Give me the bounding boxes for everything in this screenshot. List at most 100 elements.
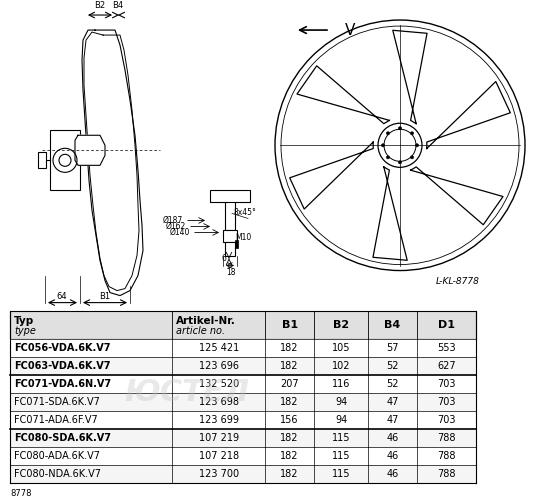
Bar — [10, 311, 476, 339]
Text: 46: 46 — [387, 469, 399, 479]
Polygon shape — [297, 66, 389, 124]
Circle shape — [399, 127, 402, 130]
Text: 132 520: 132 520 — [199, 379, 239, 389]
Text: article no.: article no. — [176, 326, 225, 336]
Text: 703: 703 — [437, 397, 456, 407]
Circle shape — [410, 132, 414, 135]
Text: 102: 102 — [332, 361, 350, 371]
Text: 182: 182 — [280, 469, 299, 479]
Text: FC080-SDA.6K.V7: FC080-SDA.6K.V7 — [14, 433, 111, 443]
Text: 125 421: 125 421 — [199, 343, 239, 353]
Text: 115: 115 — [332, 433, 350, 443]
Text: FC056-VDA.6K.V7: FC056-VDA.6K.V7 — [14, 343, 111, 353]
Text: 46: 46 — [387, 433, 399, 443]
Circle shape — [387, 156, 389, 159]
Text: 94: 94 — [335, 415, 347, 425]
Text: M10: M10 — [235, 233, 251, 242]
Polygon shape — [75, 135, 105, 165]
Text: 788: 788 — [437, 469, 456, 479]
Polygon shape — [82, 30, 143, 296]
Text: 788: 788 — [437, 433, 456, 443]
Text: FC071-SDA.6K.V7: FC071-SDA.6K.V7 — [14, 397, 100, 407]
Polygon shape — [411, 167, 503, 225]
Bar — [10, 447, 476, 465]
Text: Typ: Typ — [14, 316, 35, 326]
Bar — [10, 429, 476, 447]
Text: FC063-VDA.6K.V7: FC063-VDA.6K.V7 — [14, 361, 111, 371]
Text: 94: 94 — [335, 397, 347, 407]
Text: 64: 64 — [57, 292, 67, 301]
Text: FC080-NDA.6K.V7: FC080-NDA.6K.V7 — [14, 469, 101, 479]
Text: 182: 182 — [280, 361, 299, 371]
Bar — [212, 192, 248, 200]
Text: Ø187: Ø187 — [163, 216, 183, 225]
Text: 553: 553 — [437, 343, 456, 353]
Bar — [38, 152, 46, 168]
Text: B2: B2 — [95, 1, 106, 10]
Text: 8x45°: 8x45° — [233, 208, 256, 217]
Text: 47: 47 — [387, 397, 399, 407]
Text: 52: 52 — [386, 361, 399, 371]
Bar — [10, 339, 476, 357]
Text: Artikel-Nr.: Artikel-Nr. — [176, 316, 236, 326]
Bar — [225, 200, 235, 230]
Bar — [225, 242, 235, 256]
Circle shape — [384, 129, 416, 161]
Polygon shape — [373, 167, 407, 261]
Text: 46: 46 — [387, 451, 399, 461]
Text: FC071-ADA.6F.V7: FC071-ADA.6F.V7 — [14, 415, 98, 425]
Text: B1: B1 — [282, 320, 298, 330]
Text: FC071-VDA.6N.V7: FC071-VDA.6N.V7 — [14, 379, 112, 389]
Text: 123 696: 123 696 — [199, 361, 239, 371]
Text: ЮСТЕЛ: ЮСТЕЛ — [124, 378, 249, 407]
Bar — [223, 230, 237, 242]
Circle shape — [410, 156, 414, 159]
Bar — [10, 375, 476, 393]
Circle shape — [382, 144, 384, 147]
Text: B4: B4 — [112, 1, 124, 10]
Bar — [50, 130, 80, 190]
Text: 182: 182 — [280, 433, 299, 443]
Text: 107 218: 107 218 — [199, 451, 239, 461]
Polygon shape — [427, 82, 510, 148]
Text: 57: 57 — [386, 343, 399, 353]
Text: 182: 182 — [280, 397, 299, 407]
Text: 627: 627 — [437, 361, 456, 371]
Text: 116: 116 — [332, 379, 350, 389]
Text: 156: 156 — [280, 415, 299, 425]
Text: 182: 182 — [280, 451, 299, 461]
Text: 8778: 8778 — [10, 489, 32, 498]
Bar — [10, 411, 476, 429]
Text: D1: D1 — [438, 320, 455, 330]
Text: 107 219: 107 219 — [199, 433, 239, 443]
Text: type: type — [14, 326, 36, 336]
Text: V: V — [345, 23, 355, 38]
Polygon shape — [393, 30, 427, 124]
Text: 703: 703 — [437, 379, 456, 389]
Text: 105: 105 — [332, 343, 350, 353]
Text: 18: 18 — [226, 268, 236, 277]
Text: 52: 52 — [386, 379, 399, 389]
Bar — [10, 465, 476, 483]
Text: 123 698: 123 698 — [199, 397, 239, 407]
Text: 703: 703 — [437, 415, 456, 425]
Text: B4: B4 — [384, 320, 401, 330]
Circle shape — [387, 132, 389, 135]
Circle shape — [378, 123, 422, 167]
Bar — [235, 240, 238, 248]
Bar — [10, 393, 476, 411]
Text: 115: 115 — [332, 451, 350, 461]
Text: B1: B1 — [100, 292, 111, 301]
Text: Ø140: Ø140 — [169, 228, 190, 237]
Circle shape — [399, 161, 402, 164]
Text: 207: 207 — [280, 379, 299, 389]
Text: B2: B2 — [333, 320, 349, 330]
Circle shape — [415, 144, 419, 147]
Polygon shape — [290, 142, 373, 209]
Text: 788: 788 — [437, 451, 456, 461]
Text: L-KL-8778: L-KL-8778 — [436, 277, 480, 286]
Text: 123 699: 123 699 — [199, 415, 239, 425]
Text: 47: 47 — [387, 415, 399, 425]
Bar — [210, 190, 250, 202]
Bar — [10, 357, 476, 375]
